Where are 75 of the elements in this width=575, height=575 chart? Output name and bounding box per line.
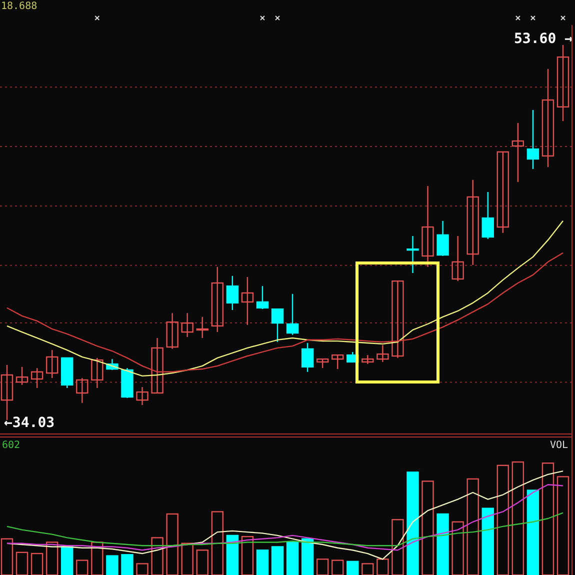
bar: [166, 513, 178, 575]
chart-title: VOL: [550, 440, 568, 451]
candlestick: [241, 276, 254, 326]
candlestick: [91, 357, 104, 389]
bar: [46, 542, 58, 575]
bar: [556, 476, 570, 575]
bar: [181, 542, 194, 575]
bar: [121, 554, 134, 575]
bar: [422, 480, 434, 575]
bar: [241, 536, 254, 575]
bar: [542, 462, 554, 575]
bar: [136, 563, 148, 575]
candlestick: [496, 151, 509, 234]
bar: [301, 538, 314, 575]
candlestick: [331, 354, 344, 370]
candlestick: [136, 386, 148, 406]
text: 602: [2, 440, 20, 451]
candlestick: [256, 285, 269, 310]
candlestick: [542, 68, 554, 168]
bar: [376, 558, 389, 575]
candlestick: [166, 312, 178, 350]
bar: [286, 542, 299, 575]
candlestick: [556, 44, 570, 122]
bar: [256, 550, 269, 575]
bar: [346, 560, 359, 575]
candlestick: [406, 235, 419, 274]
bar: [30, 552, 44, 575]
bar: [211, 511, 224, 575]
bar: [436, 513, 449, 575]
annotation: ←34.03: [4, 415, 55, 431]
candlestick: [181, 312, 194, 338]
bar: [466, 478, 479, 575]
bar: [226, 534, 239, 575]
candlestick: [196, 316, 208, 339]
candlestick: [526, 109, 540, 170]
candlestick: [76, 377, 88, 404]
candlestick: [482, 191, 494, 240]
candlestick: [286, 293, 299, 336]
bar: [392, 519, 404, 575]
candlestick: [422, 185, 434, 268]
bar: [362, 563, 374, 575]
bar: [496, 464, 509, 575]
bar: [452, 521, 464, 575]
candlestick: [301, 342, 314, 373]
candlestick: [151, 337, 164, 394]
bar: [61, 546, 74, 575]
bar: [512, 461, 524, 575]
bar: [406, 472, 419, 575]
candlestick: [452, 235, 464, 282]
bar: [151, 537, 164, 575]
candlestick: [30, 367, 44, 389]
candlestick: [436, 220, 449, 257]
candlestick: [362, 354, 374, 365]
candlestick: [316, 358, 329, 369]
bar: [16, 552, 28, 575]
candlestick: [512, 122, 524, 183]
bar: [271, 546, 284, 575]
text: 18.688: [1, 1, 38, 12]
candlestick: [16, 366, 28, 386]
bar: [76, 560, 88, 575]
bar: [526, 490, 540, 575]
bar: [0, 538, 14, 575]
bar: [106, 555, 118, 575]
candlestick: [46, 349, 58, 379]
bar: [196, 550, 208, 575]
candlestick: [392, 280, 404, 359]
bar: [91, 542, 104, 575]
candlestick: [211, 266, 224, 333]
candlestick: [376, 344, 389, 363]
bar: [482, 508, 494, 575]
candlestick: [271, 308, 284, 343]
bar: [331, 560, 344, 575]
candlestick: [226, 275, 239, 311]
bar: [316, 558, 329, 575]
candlestick: [466, 179, 479, 266]
